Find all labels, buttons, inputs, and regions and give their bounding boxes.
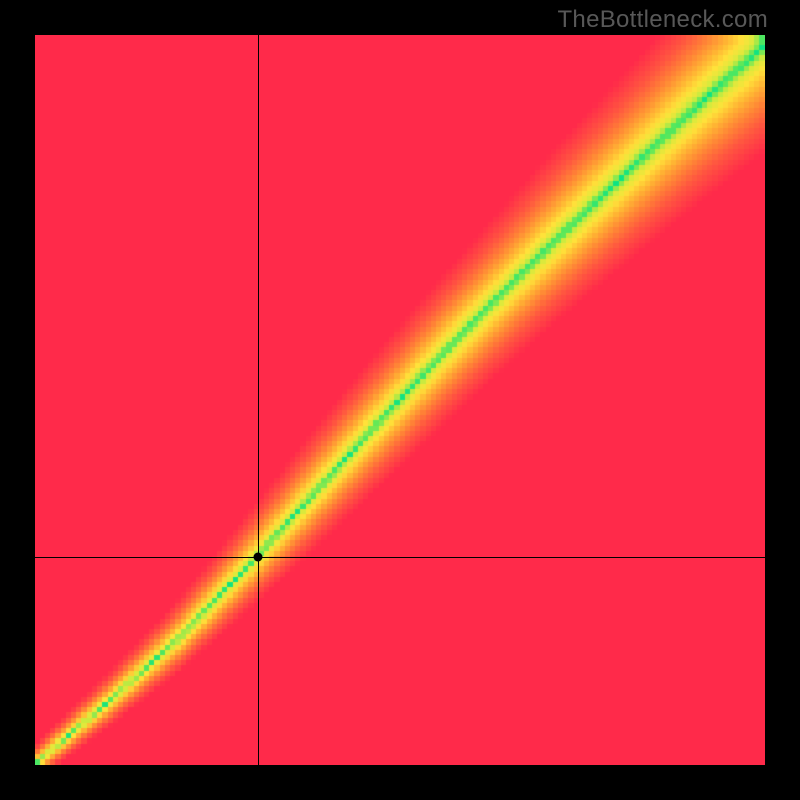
heatmap-canvas — [35, 35, 765, 765]
data-point-marker — [253, 552, 262, 561]
crosshair-horizontal — [35, 557, 765, 558]
crosshair-vertical — [258, 35, 259, 765]
heatmap-plot — [35, 35, 765, 765]
watermark-text: TheBottleneck.com — [557, 6, 768, 34]
